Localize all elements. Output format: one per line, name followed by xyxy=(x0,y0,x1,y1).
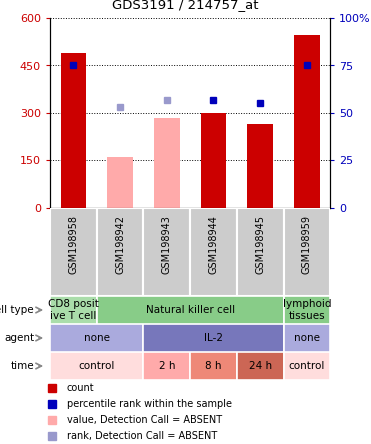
Text: percentile rank within the sample: percentile rank within the sample xyxy=(66,399,232,409)
Text: IL-2: IL-2 xyxy=(204,333,223,343)
Text: GSM198943: GSM198943 xyxy=(162,215,172,274)
Text: GSM198945: GSM198945 xyxy=(255,215,265,274)
Bar xyxy=(154,118,180,208)
Text: lymphoid
tissues: lymphoid tissues xyxy=(283,299,331,321)
Text: cell type: cell type xyxy=(0,305,34,315)
Text: GSM198958: GSM198958 xyxy=(68,215,78,274)
Bar xyxy=(107,157,133,208)
Bar xyxy=(283,296,330,324)
Bar xyxy=(237,352,283,380)
Bar xyxy=(144,208,190,296)
Bar xyxy=(144,324,283,352)
Bar xyxy=(283,208,330,296)
Bar xyxy=(294,36,320,208)
Bar xyxy=(97,296,283,324)
Text: Natural killer cell: Natural killer cell xyxy=(145,305,235,315)
Text: count: count xyxy=(66,383,94,393)
Bar xyxy=(50,352,144,380)
Text: none: none xyxy=(84,333,110,343)
Text: 2 h: 2 h xyxy=(158,361,175,371)
Text: value, Detection Call = ABSENT: value, Detection Call = ABSENT xyxy=(66,415,222,425)
Bar xyxy=(283,352,330,380)
Bar xyxy=(97,208,144,296)
Bar xyxy=(237,208,283,296)
Text: agent: agent xyxy=(4,333,34,343)
Bar xyxy=(50,208,97,296)
Text: none: none xyxy=(294,333,320,343)
Text: time: time xyxy=(10,361,34,371)
Bar xyxy=(190,352,237,380)
Text: rank, Detection Call = ABSENT: rank, Detection Call = ABSENT xyxy=(66,431,217,441)
Bar xyxy=(50,324,144,352)
Text: GSM198942: GSM198942 xyxy=(115,215,125,274)
Bar xyxy=(50,296,97,324)
Bar xyxy=(283,324,330,352)
Bar xyxy=(144,352,190,380)
Bar xyxy=(190,208,237,296)
Text: CD8 posit
ive T cell: CD8 posit ive T cell xyxy=(48,299,99,321)
Text: GSM198959: GSM198959 xyxy=(302,215,312,274)
Text: GSM198944: GSM198944 xyxy=(209,215,219,274)
Text: control: control xyxy=(79,361,115,371)
Text: 24 h: 24 h xyxy=(249,361,272,371)
Bar xyxy=(60,53,86,208)
Bar xyxy=(247,124,273,208)
Text: control: control xyxy=(289,361,325,371)
Bar xyxy=(201,113,226,208)
Text: GDS3191 / 214757_at: GDS3191 / 214757_at xyxy=(112,0,259,11)
Text: 8 h: 8 h xyxy=(205,361,222,371)
